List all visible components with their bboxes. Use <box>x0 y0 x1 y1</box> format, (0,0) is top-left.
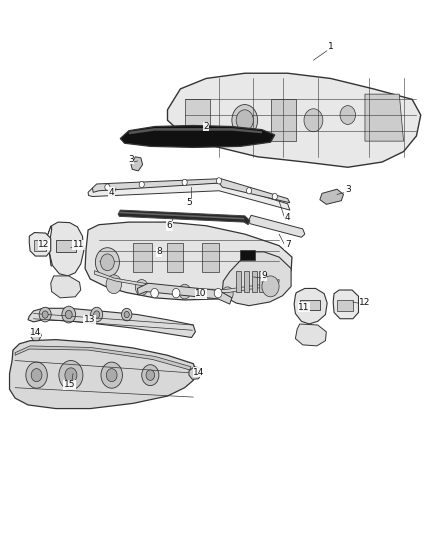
Bar <box>236 271 241 292</box>
Text: 14: 14 <box>193 368 205 376</box>
Circle shape <box>59 360 83 390</box>
Bar <box>244 271 249 292</box>
Circle shape <box>146 370 155 381</box>
Polygon shape <box>31 329 41 341</box>
Bar <box>133 243 152 272</box>
Bar <box>56 240 77 252</box>
Circle shape <box>101 362 122 388</box>
Text: 4: 4 <box>109 188 114 197</box>
Bar <box>34 240 46 251</box>
Text: 7: 7 <box>285 240 290 249</box>
Bar <box>240 250 255 260</box>
Circle shape <box>65 368 77 383</box>
Circle shape <box>142 365 159 385</box>
Bar <box>251 271 257 292</box>
Circle shape <box>272 193 277 200</box>
Text: 8: 8 <box>156 247 162 256</box>
Polygon shape <box>85 222 292 300</box>
Polygon shape <box>320 189 343 204</box>
Text: 11: 11 <box>72 240 84 249</box>
Circle shape <box>91 307 102 322</box>
Polygon shape <box>120 212 245 220</box>
Polygon shape <box>15 346 191 370</box>
Polygon shape <box>219 179 290 203</box>
Circle shape <box>62 306 76 323</box>
Circle shape <box>262 276 279 297</box>
Text: 11: 11 <box>298 303 310 312</box>
Polygon shape <box>129 128 262 134</box>
Text: 14: 14 <box>30 328 41 337</box>
Polygon shape <box>295 324 326 346</box>
Polygon shape <box>29 232 51 256</box>
Circle shape <box>222 287 233 301</box>
Text: 2: 2 <box>203 122 209 131</box>
Text: 9: 9 <box>261 271 267 280</box>
Circle shape <box>105 184 110 190</box>
Polygon shape <box>185 99 210 141</box>
Circle shape <box>214 288 222 298</box>
Bar <box>167 243 183 272</box>
Circle shape <box>106 369 117 382</box>
Polygon shape <box>10 340 197 409</box>
Circle shape <box>196 288 204 298</box>
Circle shape <box>65 310 72 319</box>
Polygon shape <box>223 252 291 306</box>
Polygon shape <box>167 73 421 167</box>
Circle shape <box>247 188 251 194</box>
Circle shape <box>101 254 114 271</box>
Circle shape <box>122 308 132 321</box>
Circle shape <box>95 248 120 277</box>
Polygon shape <box>51 276 81 298</box>
Bar <box>259 271 265 292</box>
Circle shape <box>135 279 148 295</box>
Circle shape <box>304 109 323 132</box>
Polygon shape <box>138 283 232 304</box>
Polygon shape <box>88 183 290 210</box>
Circle shape <box>172 288 180 298</box>
Circle shape <box>179 284 191 299</box>
Polygon shape <box>131 157 143 171</box>
Circle shape <box>31 369 42 382</box>
Polygon shape <box>271 99 296 141</box>
Text: 3: 3 <box>128 155 134 164</box>
Circle shape <box>340 106 356 124</box>
Circle shape <box>232 104 258 136</box>
Text: 12: 12 <box>38 240 49 249</box>
Circle shape <box>151 288 159 298</box>
Polygon shape <box>249 215 305 237</box>
Circle shape <box>139 181 144 188</box>
Text: 1: 1 <box>328 42 333 51</box>
Bar <box>202 243 219 272</box>
Circle shape <box>216 177 222 184</box>
Polygon shape <box>120 125 275 148</box>
Text: 3: 3 <box>345 185 351 193</box>
Text: 12: 12 <box>359 297 371 306</box>
Polygon shape <box>92 179 221 192</box>
Text: 10: 10 <box>195 289 207 298</box>
Polygon shape <box>189 367 202 379</box>
Bar <box>337 300 353 311</box>
Polygon shape <box>95 271 279 293</box>
Circle shape <box>236 110 253 131</box>
Circle shape <box>106 275 122 294</box>
Circle shape <box>26 362 47 388</box>
Polygon shape <box>294 288 327 324</box>
Polygon shape <box>333 290 358 319</box>
Polygon shape <box>118 210 250 225</box>
Circle shape <box>94 311 100 318</box>
Text: 4: 4 <box>285 213 290 222</box>
Bar <box>300 300 320 310</box>
Circle shape <box>39 307 51 322</box>
Text: 13: 13 <box>84 316 95 324</box>
Polygon shape <box>47 226 52 266</box>
Text: 5: 5 <box>186 198 192 207</box>
Circle shape <box>124 311 129 318</box>
Text: 15: 15 <box>64 380 75 389</box>
Circle shape <box>42 311 48 318</box>
Polygon shape <box>49 222 84 276</box>
Text: 6: 6 <box>167 221 173 230</box>
Polygon shape <box>365 94 403 141</box>
Polygon shape <box>28 308 195 337</box>
Circle shape <box>182 179 187 185</box>
